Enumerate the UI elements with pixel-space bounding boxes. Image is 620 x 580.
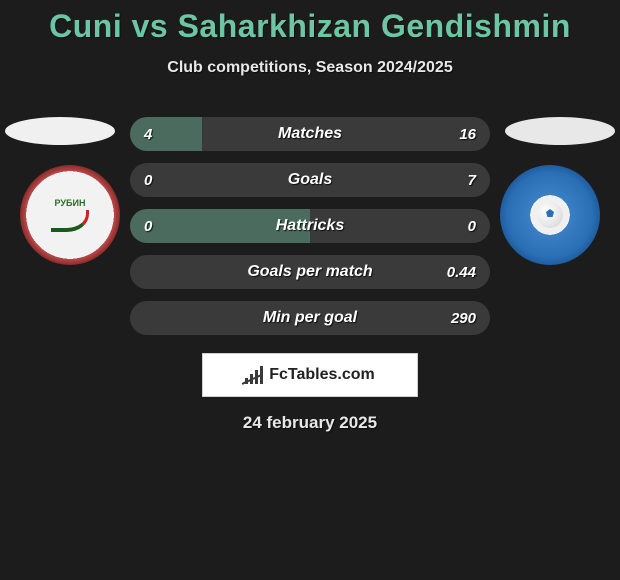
stat-label: Hattricks bbox=[276, 217, 344, 235]
stat-label: Goals bbox=[288, 171, 332, 189]
chart-icon bbox=[245, 366, 263, 384]
date-label: 24 february 2025 bbox=[0, 413, 620, 433]
stat-value-right: 16 bbox=[459, 126, 476, 143]
stat-row: 4 Matches 16 bbox=[130, 117, 490, 151]
club-left-emblem bbox=[51, 210, 89, 232]
club-logo-right bbox=[500, 165, 600, 265]
stat-value-right: 0 bbox=[468, 218, 476, 235]
stat-label: Goals per match bbox=[247, 263, 372, 281]
player-name-pill-right bbox=[505, 117, 615, 145]
player-name-pill-left bbox=[5, 117, 115, 145]
subtitle: Club competitions, Season 2024/2025 bbox=[0, 59, 620, 77]
club-right-emblem bbox=[537, 202, 563, 228]
club-logo-left: РУБИН bbox=[20, 165, 120, 265]
stat-row: 0 Goals 7 bbox=[130, 163, 490, 197]
stat-value-right: 290 bbox=[451, 310, 476, 327]
stat-value-left: 0 bbox=[144, 172, 152, 189]
club-left-label: РУБИН bbox=[55, 198, 86, 208]
page-title: Cuni vs Saharkhizan Gendishmin bbox=[0, 0, 620, 45]
stat-value-left: 0 bbox=[144, 218, 152, 235]
comparison-panel: РУБИН 4 Matches 16 0 Goals 7 0 Hattricks 0 Goals … bbox=[0, 117, 620, 433]
brand-box[interactable]: FcTables.com bbox=[202, 353, 418, 397]
stat-value-right: 7 bbox=[468, 172, 476, 189]
stat-row: Min per goal 290 bbox=[130, 301, 490, 335]
stat-value-right: 0.44 bbox=[447, 264, 476, 281]
stat-label: Min per goal bbox=[263, 309, 357, 327]
brand-text: FcTables.com bbox=[269, 366, 375, 384]
stat-row: 0 Hattricks 0 bbox=[130, 209, 490, 243]
stat-row: Goals per match 0.44 bbox=[130, 255, 490, 289]
stat-label: Matches bbox=[278, 125, 342, 143]
stat-value-left: 4 bbox=[144, 126, 152, 143]
